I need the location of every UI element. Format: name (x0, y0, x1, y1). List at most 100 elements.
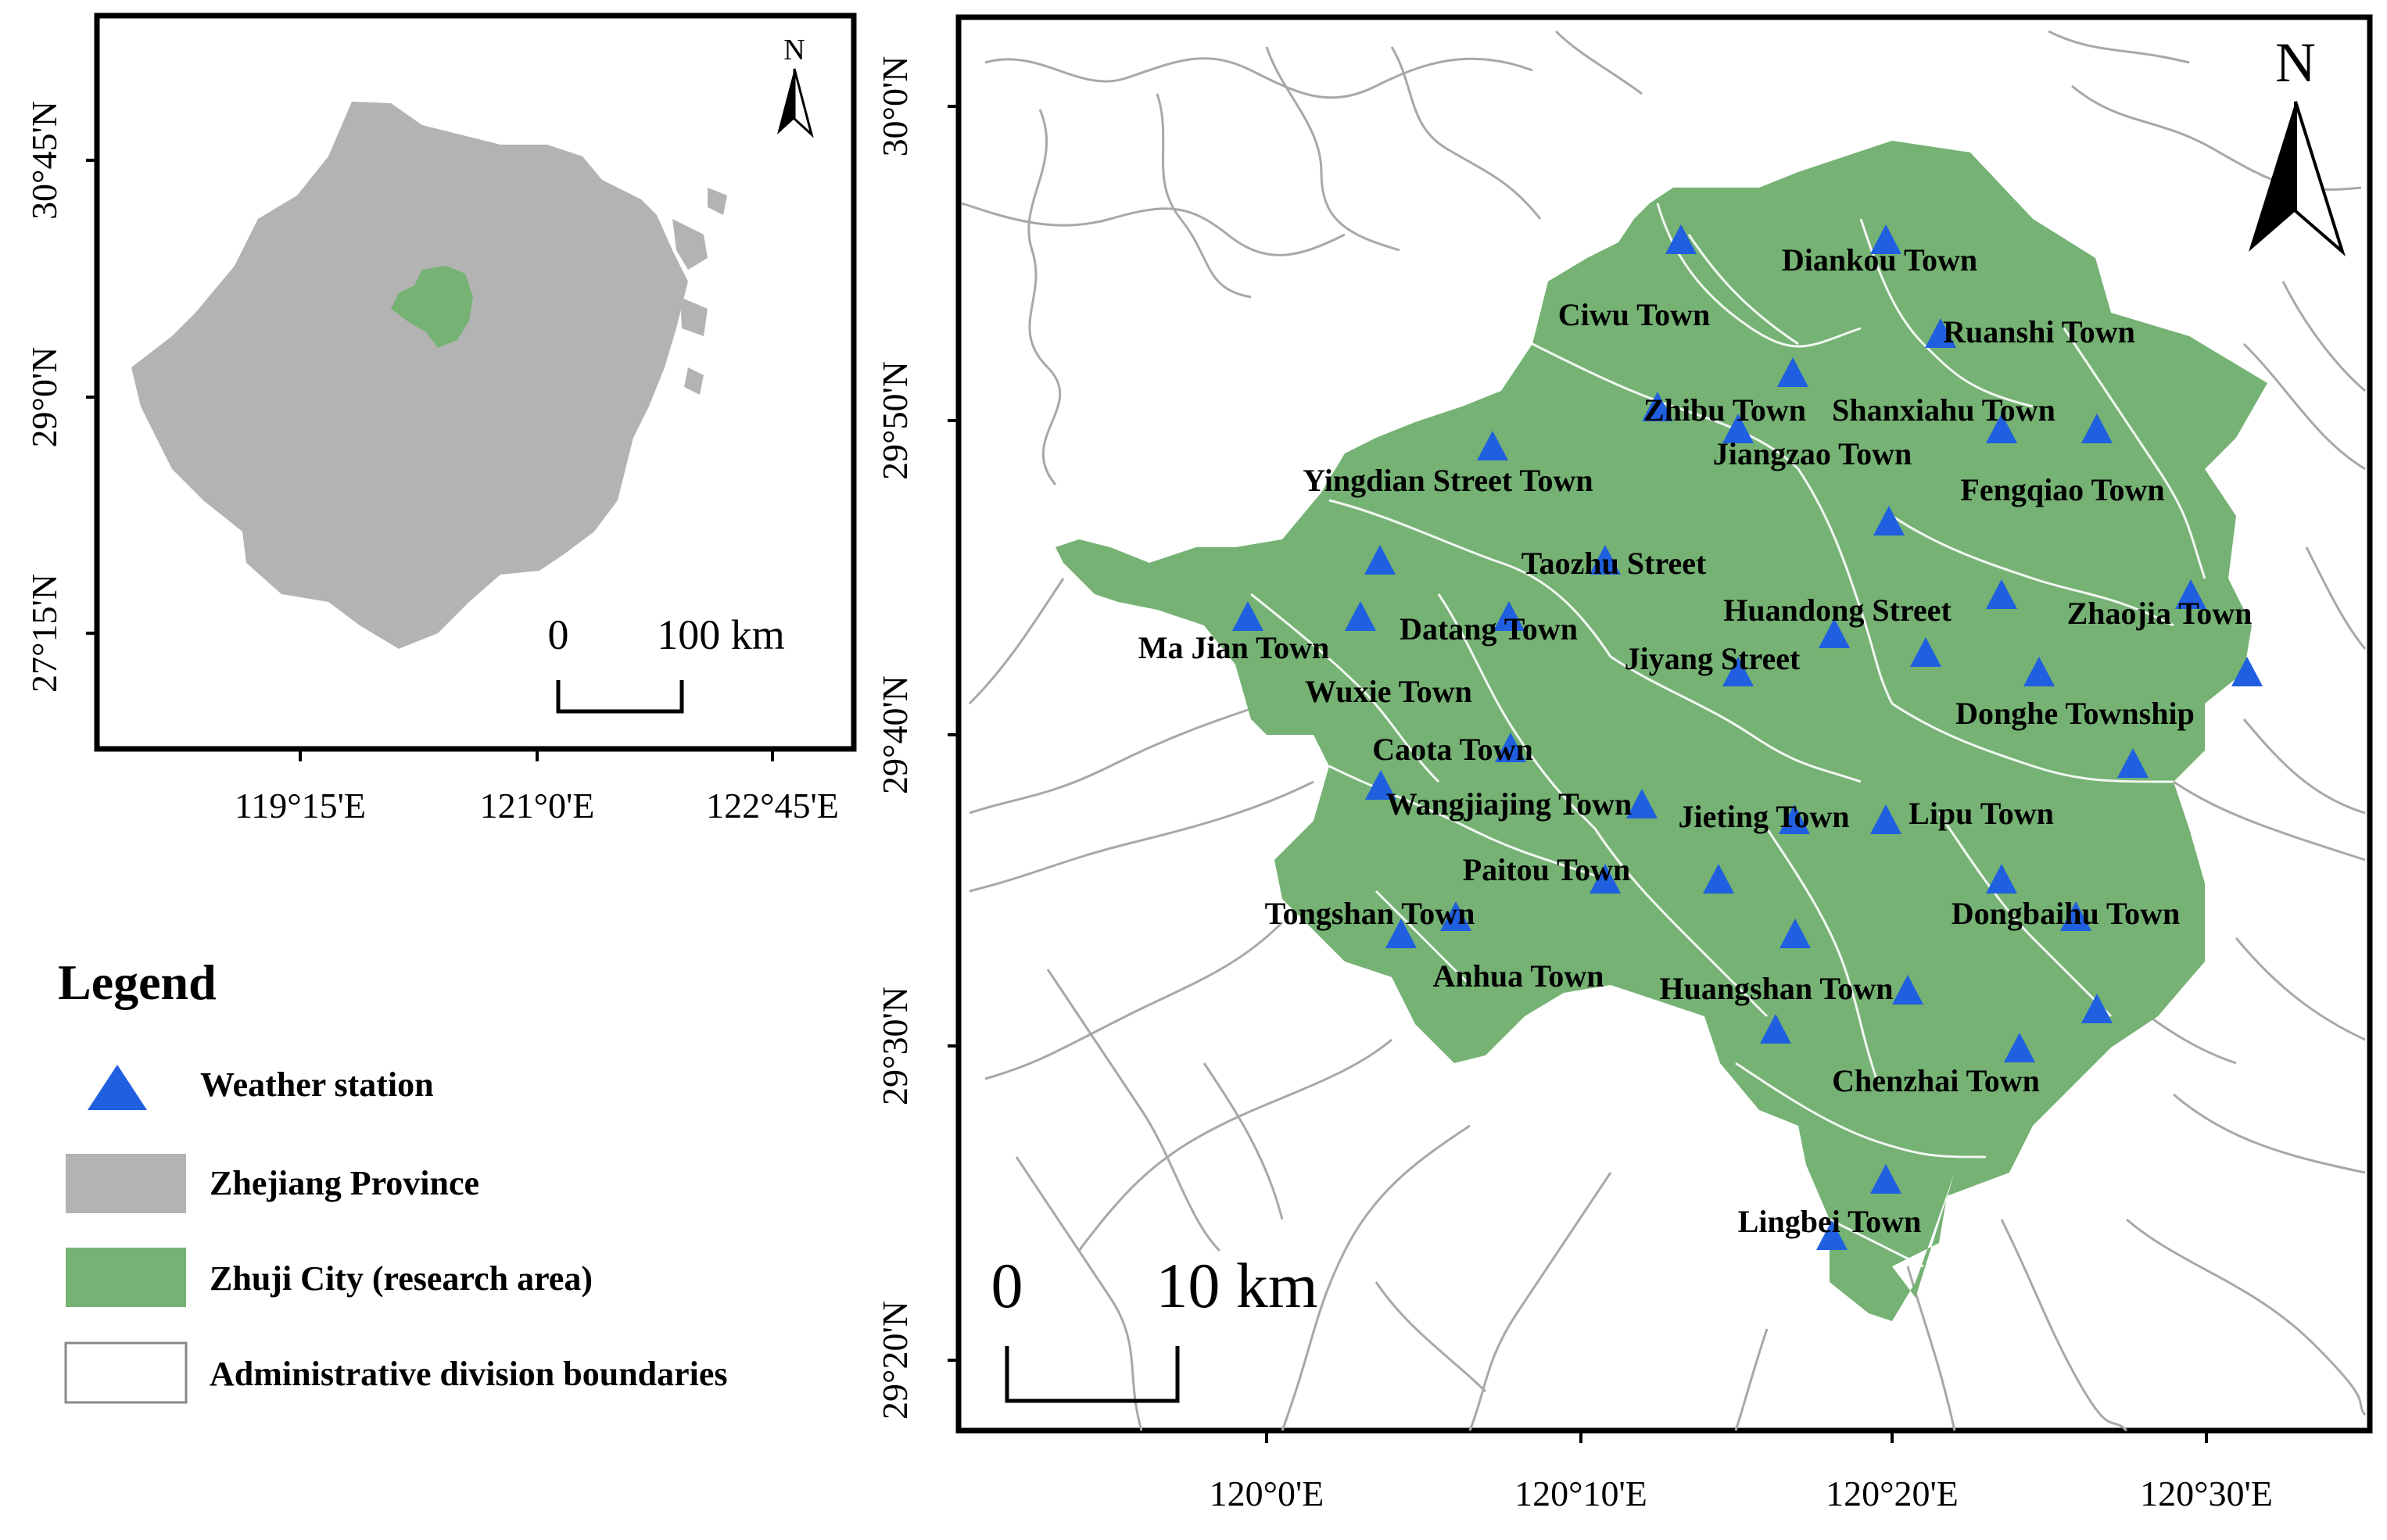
town-label: Taozhu Street (1521, 546, 1707, 581)
north-arrow: N (2249, 31, 2346, 257)
inset-lat-tick-label: 27°15'N (24, 574, 64, 693)
weather-station (1364, 545, 1396, 575)
weather-station (2175, 579, 2206, 609)
weather-station (1986, 864, 2017, 894)
inset-scale-zero: 0 (548, 611, 569, 658)
inset-scale-bar: 0 100 km (548, 611, 785, 714)
legend-title: Legend (58, 954, 217, 1010)
inset-ticks (86, 159, 774, 761)
weather-station (2117, 748, 2149, 778)
weather-station (1779, 919, 1811, 948)
main-scale-label: 10 km (1156, 1250, 1317, 1321)
weather-station (1986, 579, 2017, 609)
weather-station (1925, 318, 1956, 348)
weather-station (1665, 224, 1697, 254)
inset-north-arrow: N (777, 34, 814, 138)
town-label: Ruanshi Town (1943, 314, 2135, 349)
town-label: Tongshan Town (1265, 896, 1475, 931)
legend-item-label: Weather station (200, 1065, 434, 1104)
weather-station (1760, 1014, 1791, 1044)
town-label: Diankou Town (1782, 242, 1977, 278)
town-label: Yingdian Street Town (1303, 463, 1593, 498)
town-label: Jiangzao Town (1713, 436, 1912, 471)
main-map: Diankou Town Ciwu Town Ruanshi Town Zhib… (875, 14, 2373, 1513)
legend: Legend Weather station Zhejiang Province… (58, 954, 728, 1404)
town-label: Shanxiahu Town (1832, 392, 2055, 428)
weather-station (1816, 1220, 1848, 1250)
weather-station (1722, 657, 1754, 686)
weather-station (1777, 357, 1808, 387)
weather-station (1477, 431, 1508, 460)
weather-station (1590, 864, 1621, 894)
town-label: Wuxie Town (1305, 674, 1472, 709)
main-lat-tick-label: 29°30'N (875, 987, 915, 1105)
inset-map: N 0 100 km 30°45'N 29°0'N 27°15'N 119°15… (24, 13, 857, 826)
town-label: Wangjiajing Town (1386, 786, 1633, 822)
inset-lon-tick-label: 122°45'E (706, 786, 839, 826)
weather-station (2081, 414, 2113, 443)
town-label: Anhua Town (1432, 958, 1604, 994)
weather-station (1870, 224, 1901, 254)
weather-station (2060, 901, 2091, 931)
town-label: Jieting Town (1679, 799, 1850, 834)
weather-station (1642, 392, 1673, 421)
admin-boundaries (961, 30, 2367, 1432)
main-lat-tick-label: 30°0'N (875, 56, 915, 157)
inset-zhuji-city (391, 266, 473, 348)
weather-station (1590, 545, 1621, 575)
main-lat-tick-label: 29°20'N (875, 1301, 915, 1420)
main-scale-bar: 0 10 km (991, 1250, 1318, 1403)
town-label: Datang Town (1400, 611, 1578, 646)
town-label: Huandong Street (1723, 593, 1952, 628)
main-lon-tick-label: 120°0'E (1210, 1474, 1324, 1513)
gray-swatch (66, 1154, 186, 1213)
triangle-icon (88, 1065, 147, 1110)
inset-lat-tick-label: 29°0'N (24, 347, 64, 448)
town-label: Ciwu Town (1558, 297, 1711, 332)
inset-scale-label: 100 km (657, 611, 785, 658)
town-label: Donghe Township (1955, 696, 2195, 731)
weather-station (1232, 601, 1263, 631)
weather-station (1892, 975, 1923, 1005)
weather-station (1870, 804, 1901, 834)
weather-station (1626, 789, 1658, 818)
inset-lat-tick-label: 30°45'N (24, 101, 64, 220)
weather-station (2004, 1033, 2035, 1062)
weather-station (1385, 919, 1417, 948)
legend-item-label: Administrative division boundaries (210, 1355, 728, 1393)
weather-station (2231, 657, 2263, 686)
inset-lon-tick-label: 121°0'E (480, 786, 595, 826)
town-label: Paitou Town (1463, 852, 1631, 887)
north-letter: N (2275, 31, 2316, 94)
town-label: Chenzhai Town (1832, 1063, 2040, 1098)
inset-north-letter: N (783, 34, 805, 66)
weather-station (1986, 414, 2017, 443)
town-label: Lingbei Town (1738, 1204, 1922, 1239)
town-label: Caota Town (1372, 732, 1533, 767)
weather-station (1870, 1164, 1901, 1194)
main-scale-zero: 0 (991, 1250, 1023, 1321)
main-lon-tick-label: 120°10'E (1514, 1474, 1647, 1513)
weather-stations (1232, 224, 2263, 1250)
zhuji-city-area (1056, 141, 2267, 1321)
zhuji-internal-boundaries (1250, 202, 2206, 1268)
town-label: Ma Jian Town (1138, 630, 1330, 665)
weather-station (1440, 901, 1471, 931)
weather-station (1493, 601, 1525, 631)
main-lon-tick-label: 120°30'E (2140, 1474, 2273, 1513)
weather-station (1722, 414, 1754, 443)
weather-station (1365, 770, 1396, 800)
main-lon-tick-label: 120°20'E (1826, 1474, 1959, 1513)
town-label: Dongbaihu Town (1952, 896, 2180, 931)
town-labels: Diankou Town Ciwu Town Ruanshi Town Zhib… (1138, 242, 2253, 1239)
main-lat-tick-label: 29°40'N (875, 675, 915, 794)
town-label: Jiyang Street (1625, 641, 1801, 676)
zhejiang-province-shape (131, 102, 688, 649)
main-ticks (948, 105, 2208, 1443)
zhejiang-islands (672, 188, 727, 395)
green-swatch (66, 1248, 186, 1307)
town-label: Zhibu Town (1643, 392, 1806, 428)
main-lat-tick-label: 29°50'N (875, 361, 915, 480)
weather-station (1703, 864, 1734, 894)
